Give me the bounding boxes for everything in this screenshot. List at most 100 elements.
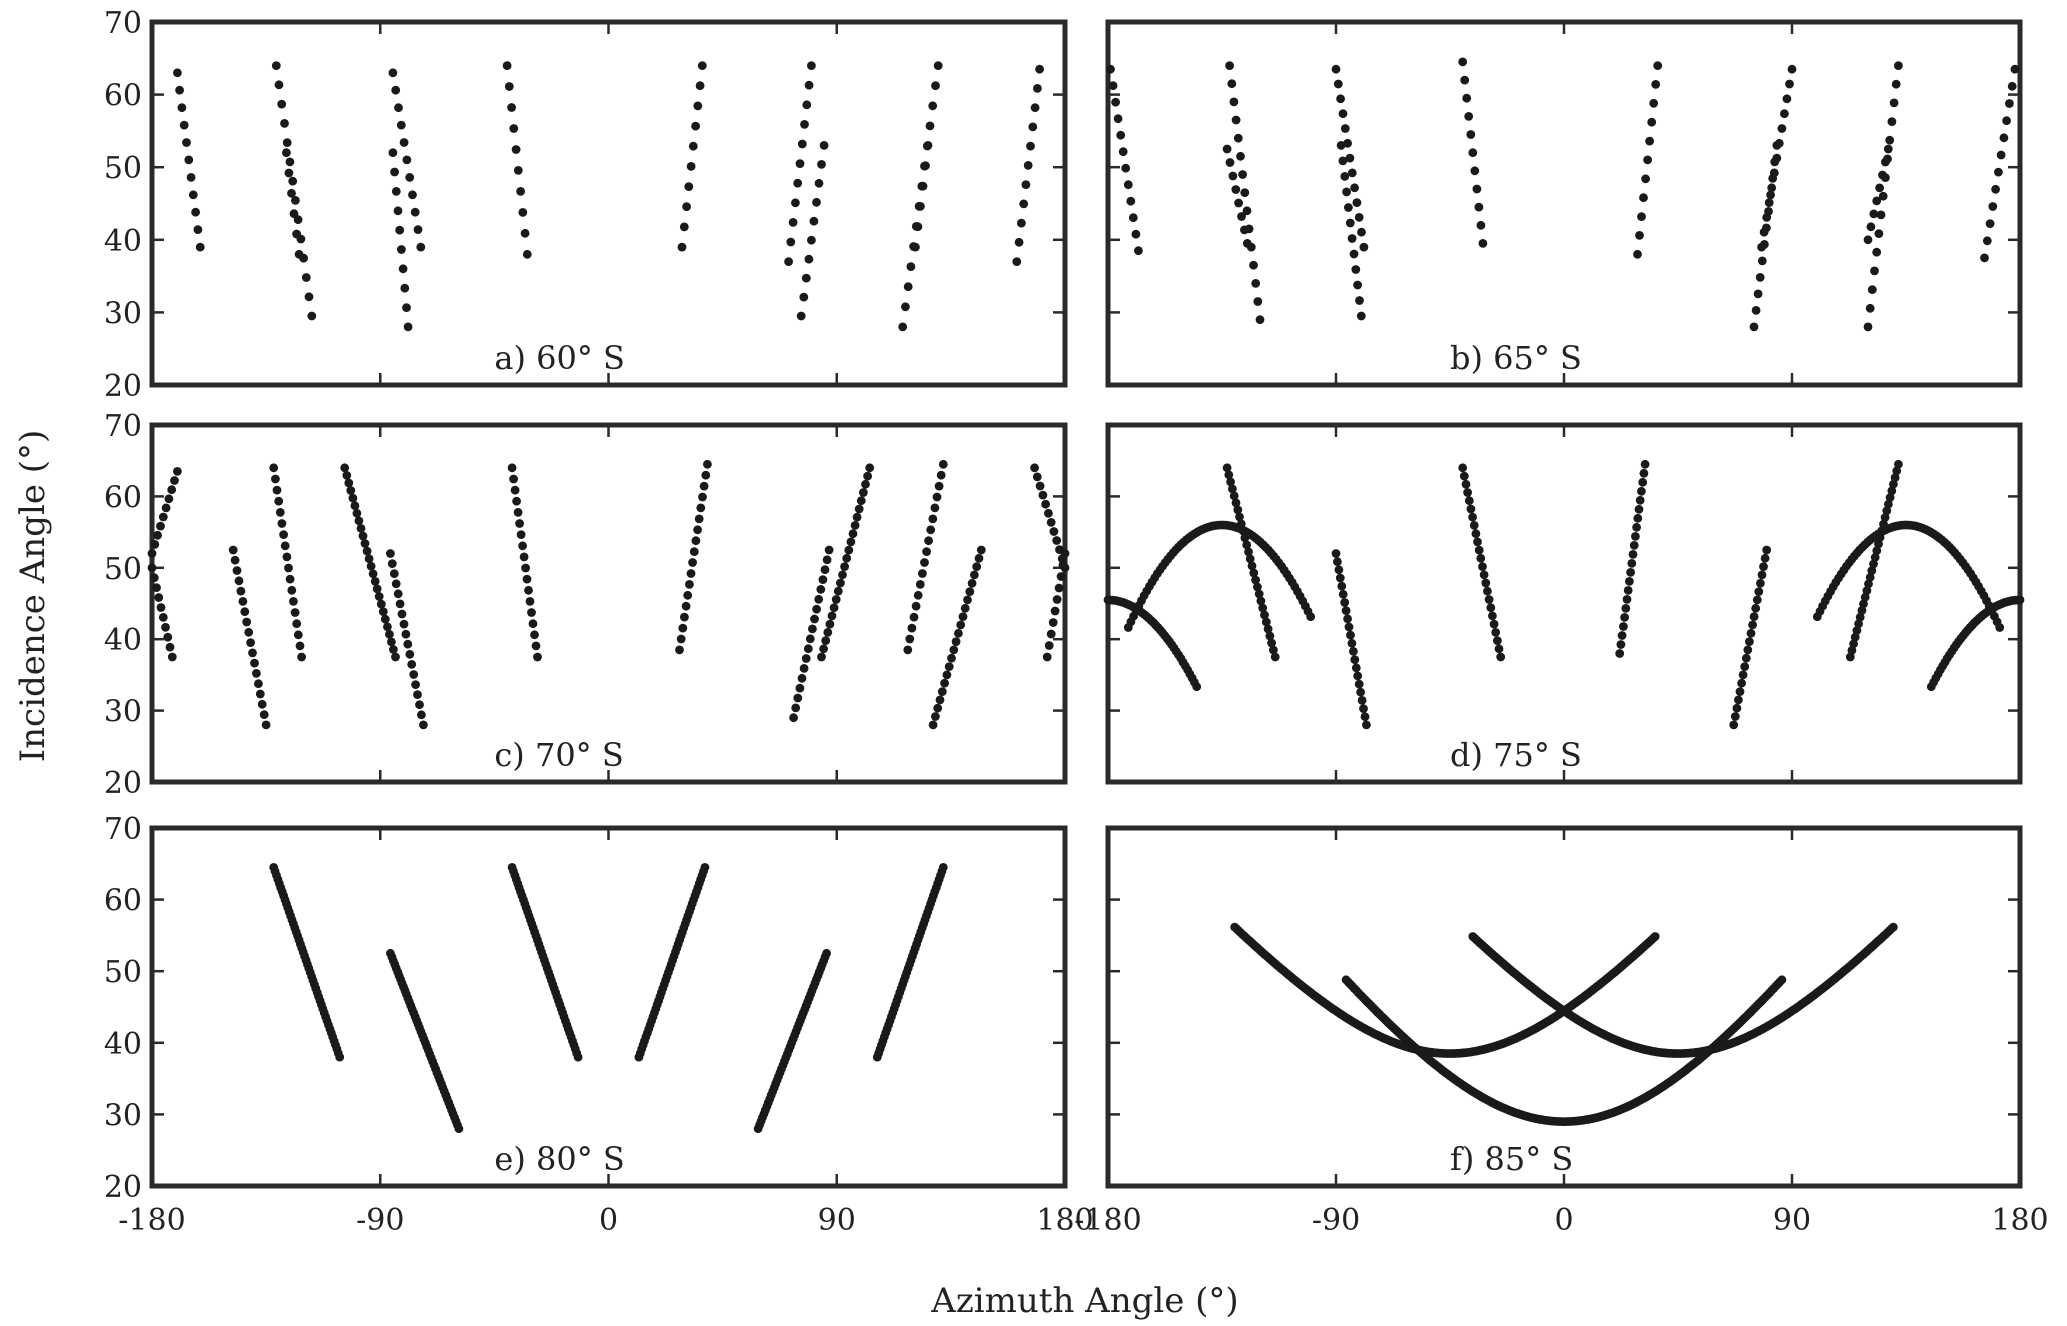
data-point [1244,547,1253,557]
data-point [393,206,403,216]
data-point [1862,586,1872,595]
data-point [1852,626,1862,635]
data-point [1885,135,1895,145]
data-point [410,207,420,217]
data-point [918,569,927,578]
data-point [362,546,372,556]
data-point [799,292,809,302]
data-point [1489,619,1499,629]
y-tick-label: 30 [104,1098,142,1133]
data-point [803,644,813,654]
data-point [698,492,707,502]
data-point [509,474,518,484]
data-point [240,607,250,617]
data-point [364,554,374,564]
data-point [1617,631,1627,640]
data-point [681,601,691,611]
data-point [688,141,698,151]
data-point [153,530,163,540]
data-point [1028,122,1038,132]
data-point [960,603,970,613]
y-tick-label: 50 [104,552,142,587]
data-point [516,187,525,196]
data-point [250,658,259,668]
data-point [805,634,815,644]
data-point [1044,641,1054,650]
data-point [1777,975,1787,985]
data-point [831,595,841,604]
data-point [693,101,703,111]
data-point [2015,595,2025,605]
data-point [942,670,952,680]
data-point [509,124,519,133]
data-point [372,584,382,594]
data-point [395,225,405,235]
data-point [1263,624,1273,634]
data-point [1980,253,1989,263]
data-point [1038,490,1048,500]
data-point [2002,116,2011,126]
data-point [1466,130,1476,139]
x-tick-label: 180 [1036,1203,1093,1238]
data-point [170,476,179,485]
data-point [844,545,854,555]
data-point [1052,595,1062,604]
data-point [291,196,300,205]
data-point [933,703,943,713]
data-point [1356,311,1366,321]
data-point [150,540,160,549]
data-point [965,587,975,596]
data-point [1994,167,2003,177]
data-point [282,148,291,158]
data-point [916,202,925,211]
data-point [354,516,364,526]
data-point [301,273,311,282]
data-point [1759,227,1769,237]
data-point [282,138,292,148]
data-point [1472,184,1482,194]
data-point [1759,562,1768,571]
data-point [1634,504,1644,514]
data-point [1890,473,1900,482]
data-point [294,249,304,259]
data-point [817,160,826,169]
data-point [1229,491,1239,501]
data-point [512,496,521,506]
data-point [697,61,707,70]
data-point [905,634,915,644]
data-point [261,720,271,730]
data-point [1629,541,1639,550]
data-point [1468,148,1478,158]
data-point [804,254,814,264]
data-point [1228,484,1237,494]
data-point [413,225,423,235]
data-point [1344,203,1353,212]
data-point [1464,496,1474,506]
data-point [898,322,908,332]
data-point [1251,575,1260,585]
data-point [1756,578,1765,588]
data-point [389,645,398,654]
data-point [812,197,821,207]
data-point [1735,687,1745,696]
panel-b: b) 65° S [1105,19,2023,388]
data-point [289,209,299,219]
data-point [795,683,805,693]
data-point [242,617,252,627]
data-point [1620,613,1629,622]
data-point [693,525,702,535]
data-point [350,501,360,511]
data-point [1845,652,1855,662]
data-point [1260,610,1269,620]
data-point [1258,603,1268,613]
data-point [1626,568,1635,577]
data-point [161,622,170,632]
data-point [383,622,392,632]
data-point [1351,265,1361,274]
x-tick-label: -90 [356,1203,404,1238]
data-point [842,553,852,563]
data-point [1347,638,1357,648]
data-point [1253,582,1262,592]
data-point [1108,81,1118,91]
panels-layer: 20 30 40 50 60 70 a) 60° S b) 65° S 20 30 40 50 60 70… [104,6,2049,1238]
